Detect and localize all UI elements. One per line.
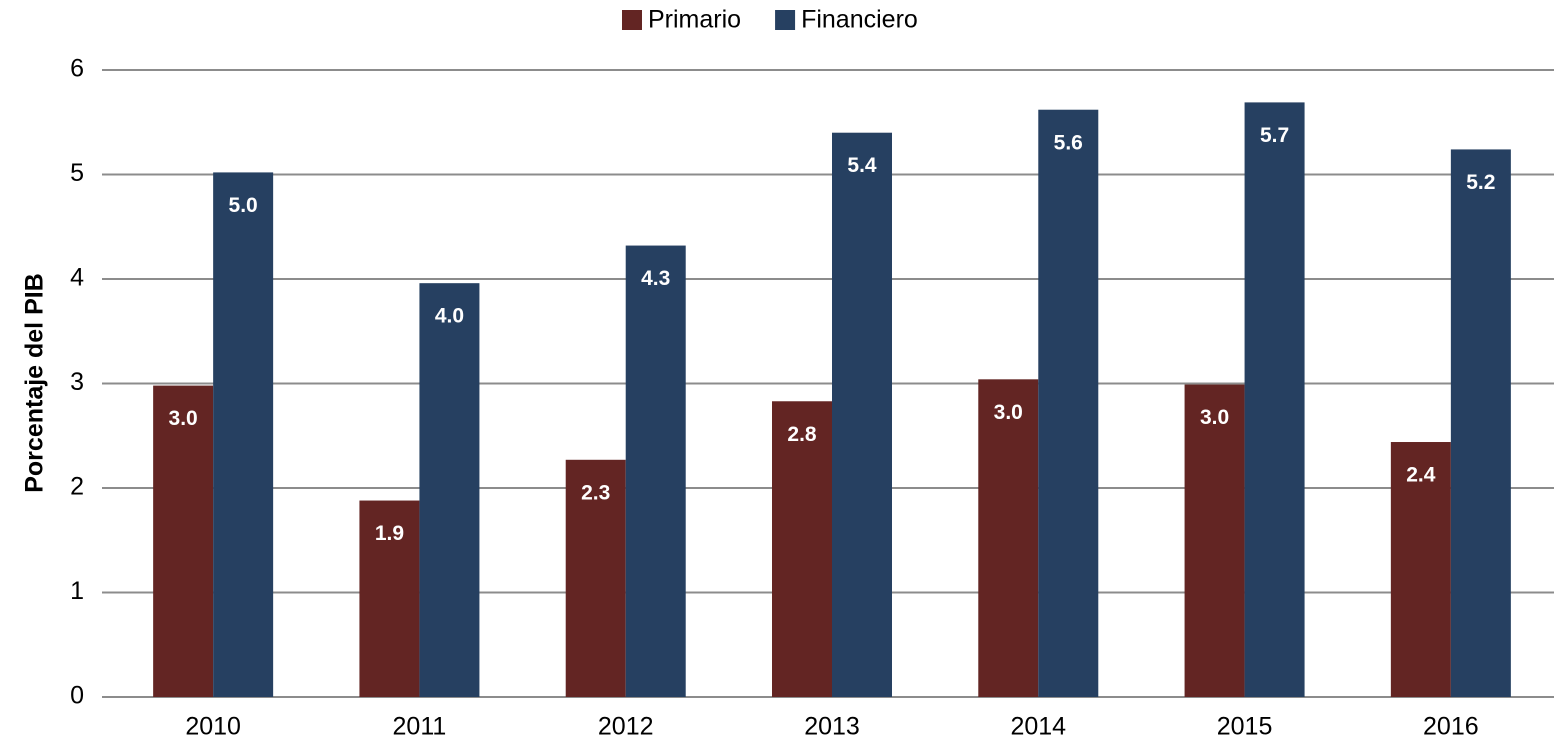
bar [1450,149,1511,698]
value-label: 3.0 [169,407,198,430]
y-tick-label: 3 [70,368,84,396]
legend-label: Financiero [801,6,918,34]
x-tick-label: 2014 [1010,713,1066,741]
x-tick-label: 2010 [185,713,241,741]
legend-swatch [775,10,796,30]
value-label: 3.0 [994,401,1023,424]
y-tick-label: 2 [70,473,84,501]
legend-label: Primario [648,6,741,34]
bar [1184,384,1245,697]
bar [153,385,214,697]
bar [213,172,274,697]
bar [565,459,626,697]
legend-swatch [622,10,642,30]
value-label: 5.4 [847,154,877,177]
bar [832,132,892,697]
bar [1390,442,1451,697]
y-tick-label: 0 [70,682,84,710]
y-tick-label: 4 [70,264,84,292]
value-label: 2.3 [581,481,610,504]
value-label: 3.0 [1200,406,1229,429]
bar [772,401,832,697]
value-label: 4.0 [435,305,464,328]
value-label: 5.6 [1054,131,1083,154]
x-tick-label: 2015 [1217,713,1273,741]
y-axis-label: Porcentaje del PIB [21,273,49,493]
value-label: 2.4 [1406,464,1436,487]
y-tick-label: 6 [70,55,84,83]
bar [1244,102,1305,697]
y-tick-label: 5 [70,159,84,187]
bar [625,245,686,697]
bar [978,379,1039,697]
value-label: 5.2 [1466,171,1495,194]
value-label: 4.3 [641,267,670,290]
x-tick-label: 2012 [598,713,654,741]
bar [1038,109,1099,697]
value-label: 5.7 [1260,124,1289,147]
value-label: 5.0 [229,194,258,217]
x-tick-label: 2016 [1423,713,1479,741]
x-tick-label: 2011 [393,713,447,741]
x-tick-label: 2013 [804,713,860,741]
bar [359,500,420,697]
bar [419,283,480,697]
y-tick-label: 1 [70,577,84,605]
value-label: 2.8 [787,423,817,446]
value-label: 1.9 [375,522,404,545]
